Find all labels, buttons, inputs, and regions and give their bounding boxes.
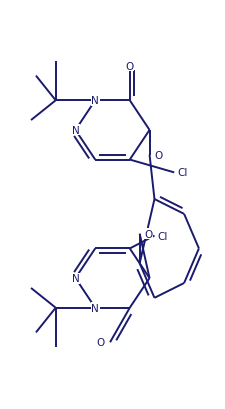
Text: Cl: Cl — [177, 168, 188, 178]
Text: O: O — [97, 337, 105, 347]
Text: N: N — [91, 303, 99, 313]
Text: N: N — [91, 96, 99, 106]
Text: Cl: Cl — [158, 231, 168, 241]
Text: O: O — [126, 62, 134, 72]
Text: O: O — [145, 229, 153, 239]
Text: O: O — [155, 150, 163, 160]
Text: N: N — [72, 126, 79, 136]
Text: N: N — [72, 273, 79, 283]
